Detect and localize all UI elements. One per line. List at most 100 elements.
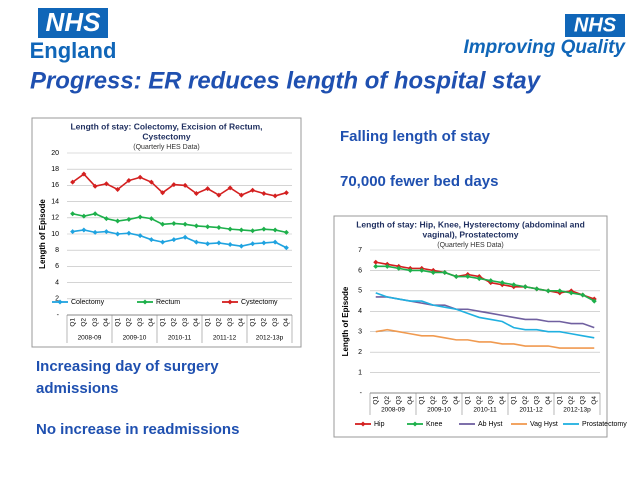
point-marker [442,269,448,275]
point-marker [499,280,505,286]
x-tick-label: Q2 [81,318,88,327]
point-marker [92,211,98,217]
x-tick-label: Q1 [249,318,256,327]
y-axis-label: Length of Episode [38,199,47,269]
y-tick-label: - [360,390,363,397]
point-marker [488,278,494,284]
group-label: 2009-10 [123,335,147,342]
y-tick-label: 1 [358,369,362,376]
point-marker [283,245,289,251]
point-marker [171,237,177,243]
point-marker [137,174,143,180]
legend-marker [57,299,63,305]
point-marker [171,182,177,188]
legend-marker [227,299,233,305]
x-tick-label: Q1 [372,396,379,405]
x-tick-label: Q1 [510,396,517,405]
point-marker [216,225,222,231]
point-marker [182,234,188,240]
note: No increase in readmissions [36,421,239,438]
point-marker [396,265,402,271]
legend-label: Rectum [156,299,180,306]
point-marker [70,229,76,235]
point-marker [261,191,267,196]
point-marker [250,241,256,247]
point-marker [238,243,244,249]
group-label: 2010-11 [168,335,192,342]
series-line [375,292,595,339]
point-marker [103,229,109,235]
point: Falling length of stay [340,128,491,145]
chart-title: Cystectomy [142,131,190,141]
point-marker [283,190,289,196]
point-marker [373,259,379,265]
x-tick-label: Q2 [216,318,223,327]
x-tick-label: Q4 [283,318,290,327]
point-marker [261,240,267,246]
x-tick-label: Q3 [487,396,494,405]
y-tick-label: 6 [358,267,362,274]
x-tick-label: Q3 [395,396,402,405]
y-axis-label: Length of Episode [341,286,350,356]
point-marker [193,223,199,229]
point-marker [272,227,278,233]
y-tick-label: 12 [51,215,59,222]
y-tick-label: 10 [51,231,59,238]
note: admissions [36,380,119,397]
group-label: 2011-12 [519,407,543,414]
nhs-badge [38,8,108,38]
point-marker [126,230,132,236]
point-marker [384,263,390,269]
x-tick-label: Q4 [545,396,552,405]
y-tick-label: 4 [55,279,59,286]
x-tick-label: Q3 [579,396,586,405]
point-marker [148,179,154,185]
chart-frame [31,117,302,348]
group-label: 2011-12 [213,335,237,342]
x-tick-label: Q3 [137,318,144,327]
x-tick-label: Q4 [193,318,200,327]
point-marker [261,226,267,232]
y-tick-label: 20 [51,150,59,157]
x-tick-label: Q3 [227,318,234,327]
point-marker [557,288,563,294]
point-marker [126,216,132,222]
point-marker [419,267,425,273]
y-tick-label: 2 [358,349,362,356]
x-tick-label: Q4 [148,318,155,327]
x-tick-label: Q4 [591,396,598,405]
point-marker [193,191,199,196]
series-line [375,328,595,349]
point-marker [81,227,87,233]
x-tick-label: Q4 [499,396,506,405]
point-marker [160,190,166,196]
x-tick-label: Q1 [204,318,211,327]
x-tick-label: Q1 [556,396,563,405]
point-marker [250,228,256,234]
y-tick-label: - [57,312,60,319]
point-marker [103,181,109,187]
x-tick-label: Q3 [533,396,540,405]
point-marker [182,221,188,227]
point-marker [205,224,211,230]
x-tick-label: Q1 [114,318,121,327]
x-tick-label: Q2 [171,318,178,327]
headline: Progress: ER reduces length of hospital … [30,67,542,94]
x-tick-label: Q4 [407,396,414,405]
chart-subtitle: (Quarterly HES Data) [437,242,504,249]
point-marker [476,276,482,282]
point-marker [453,274,459,280]
point-marker [522,284,528,290]
point-marker [126,178,132,184]
x-tick-label: Q2 [126,318,133,327]
point-marker [227,185,233,191]
x-tick-label: Q3 [441,396,448,405]
point-marker [238,192,244,198]
y-tick-label: 14 [51,198,59,205]
y-tick-label: 7 [358,247,362,254]
y-tick-label: 6 [55,263,59,270]
point-marker [92,229,98,235]
group-label: 2008-09 [78,335,102,342]
point-marker [70,211,76,217]
legend-marker [412,421,418,427]
